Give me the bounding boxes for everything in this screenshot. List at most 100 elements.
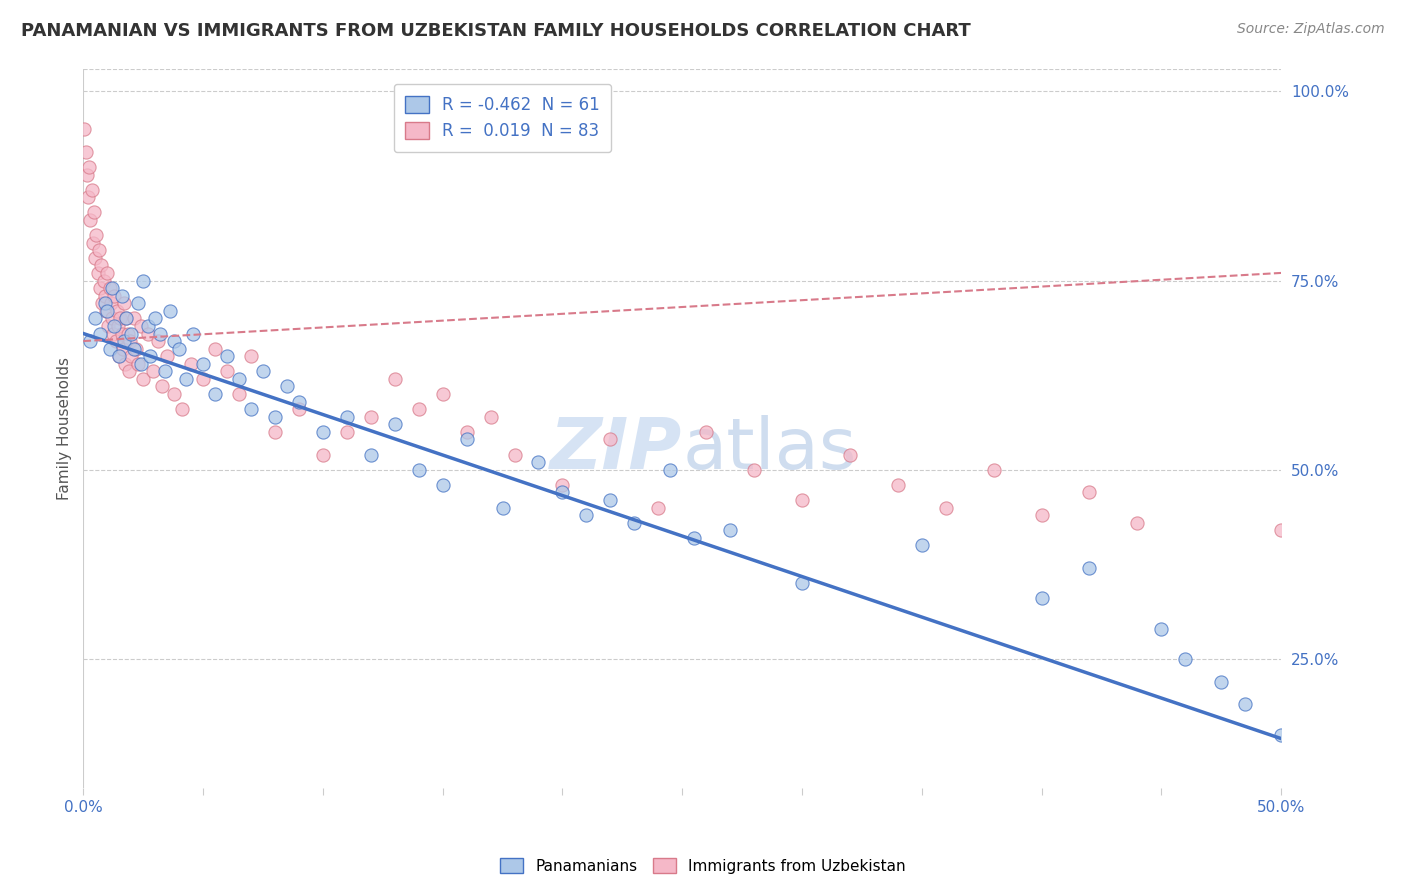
Point (76, 168, 98, 182)
Point (120, 326, 142, 341)
Point (312, 448, 335, 462)
Point (108, 349, 131, 363)
Point (170, 402, 193, 417)
Point (647, 500, 669, 515)
Point (683, 531, 706, 545)
Point (127, 296, 149, 310)
Point (132, 372, 155, 386)
Point (911, 539, 934, 553)
Point (191, 357, 214, 371)
Point (96, 266, 118, 280)
Point (456, 425, 478, 439)
Point (983, 463, 1005, 477)
Point (101, 311, 124, 326)
Point (252, 364, 274, 378)
Point (129, 357, 152, 371)
Point (118, 364, 141, 378)
Point (80, 183, 103, 197)
Point (79, 213, 101, 227)
Point (82, 235, 104, 250)
Point (191, 372, 214, 386)
Point (115, 311, 138, 326)
Point (136, 326, 159, 341)
Point (575, 508, 598, 523)
Point (623, 516, 645, 530)
Point (163, 334, 186, 348)
Point (1078, 561, 1101, 575)
Legend: R = -0.462  N = 61, R =  0.019  N = 83: R = -0.462 N = 61, R = 0.019 N = 83 (394, 84, 612, 152)
Point (97, 318, 120, 333)
Point (360, 409, 382, 424)
Point (1174, 652, 1197, 666)
Point (156, 349, 179, 363)
Point (77, 190, 100, 204)
Point (215, 364, 238, 378)
Point (86, 228, 108, 243)
Point (551, 485, 574, 500)
Point (336, 425, 359, 439)
Text: atlas: atlas (682, 415, 856, 484)
Point (105, 303, 128, 318)
Point (1126, 516, 1149, 530)
Point (264, 409, 287, 424)
Point (118, 334, 141, 348)
Point (87, 244, 110, 258)
Point (790, 493, 813, 508)
Point (503, 448, 526, 462)
Point (110, 311, 132, 326)
Point (204, 387, 226, 401)
Point (117, 326, 139, 341)
Point (114, 357, 136, 371)
Point (122, 342, 145, 356)
Point (132, 273, 155, 287)
Point (101, 281, 124, 295)
Point (150, 379, 173, 393)
Point (100, 296, 122, 310)
Point (599, 493, 621, 508)
Point (1078, 485, 1101, 500)
Point (111, 342, 134, 356)
Point (104, 334, 127, 348)
Point (108, 349, 131, 363)
Point (125, 342, 148, 356)
Point (84, 251, 107, 265)
Text: Source: ZipAtlas.com: Source: ZipAtlas.com (1237, 22, 1385, 37)
Point (107, 318, 129, 333)
Point (228, 387, 250, 401)
Point (204, 342, 226, 356)
Point (264, 425, 287, 439)
Point (83, 205, 105, 219)
Point (77, 160, 100, 174)
Point (89, 281, 111, 295)
Point (93, 273, 115, 287)
Point (98, 342, 121, 356)
Point (336, 409, 359, 424)
Point (103, 326, 125, 341)
Point (935, 500, 957, 515)
Point (790, 576, 813, 591)
Point (103, 288, 125, 302)
Point (838, 448, 860, 462)
Point (94, 296, 117, 310)
Point (86, 266, 108, 280)
Point (599, 433, 621, 447)
Point (115, 311, 138, 326)
Point (432, 387, 454, 401)
Point (111, 288, 134, 302)
Point (127, 357, 149, 371)
Text: ZIP: ZIP (550, 415, 682, 484)
Point (384, 417, 406, 432)
Point (176, 372, 198, 386)
Point (103, 318, 125, 333)
Point (180, 357, 202, 371)
Point (384, 372, 406, 386)
Point (659, 463, 682, 477)
Point (91, 296, 114, 310)
Point (456, 433, 478, 447)
Point (240, 349, 263, 363)
Point (167, 342, 190, 356)
Point (111, 326, 134, 341)
Point (240, 402, 263, 417)
Point (312, 425, 335, 439)
Point (89, 326, 111, 341)
